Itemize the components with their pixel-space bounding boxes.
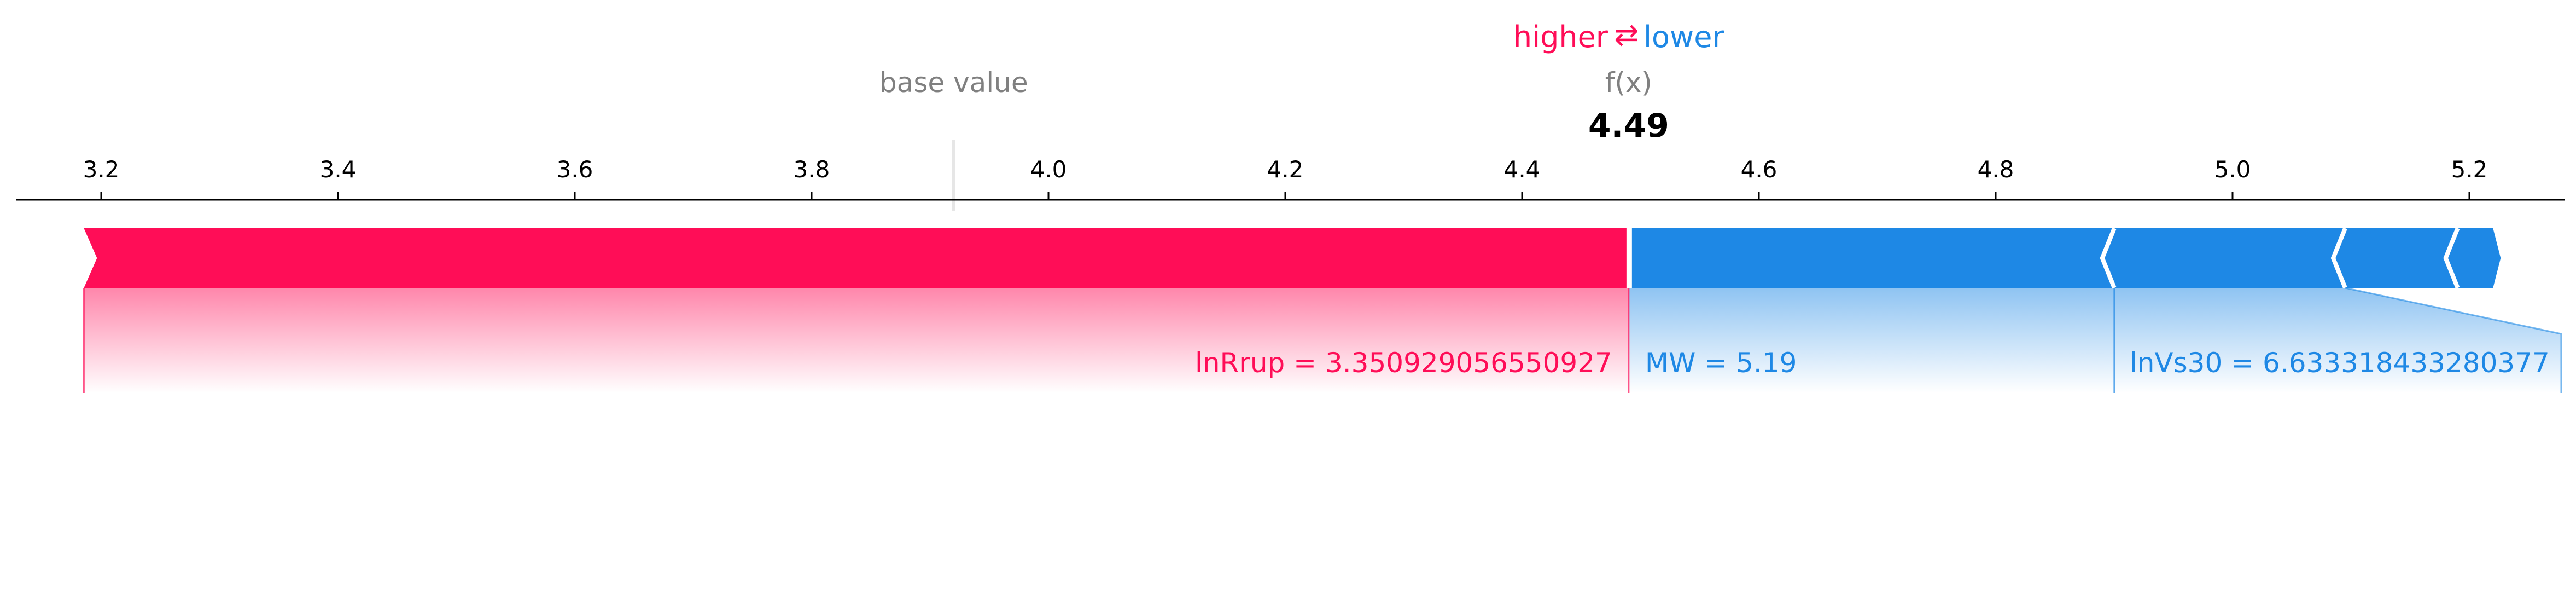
x-tick-label: 4.2 (1267, 156, 1304, 183)
x-tick-label: 4.4 (1504, 156, 1541, 183)
x-tick-label: 3.6 (557, 156, 593, 183)
x-tick-label: 3.8 (794, 156, 830, 183)
negative-feature-bar (2445, 228, 2501, 288)
lower-label: lower (1643, 20, 1724, 54)
positive-feature-shade (84, 288, 1629, 393)
x-tick-label: 5.2 (2451, 156, 2488, 183)
positive-feature-label: lnRrup = 3.350929056550927 (1195, 347, 1612, 379)
higher-label: higher (1513, 20, 1608, 54)
x-tick-label: 4.8 (1978, 156, 2014, 183)
negative-feature-separator (2443, 227, 2460, 289)
negative-feature-label: lnVs30 = 6.633318433280377 (2130, 347, 2550, 379)
negative-feature-bar (2102, 228, 2346, 288)
x-tick-label: 4.6 (1741, 156, 1777, 183)
negative-feature-divider (2345, 287, 2562, 393)
x-tick-label: 3.4 (320, 156, 357, 183)
base-value-label: base value (879, 67, 1028, 99)
negative-feature-label: MW = 5.19 (1645, 347, 1797, 379)
negative-feature-shade (2114, 288, 2561, 393)
negative-feature-bar (1631, 228, 2114, 288)
x-tick-label: 5.0 (2214, 156, 2251, 183)
x-tick-label: 4.0 (1030, 156, 1067, 183)
negative-feature-shade (1628, 288, 2114, 393)
direction-arrow-icon: ⇄ (1614, 18, 1639, 52)
fx-value: 4.49 (1588, 107, 1669, 145)
negative-feature-separator (2330, 227, 2347, 289)
x-tick-label: 3.2 (83, 156, 120, 183)
fx-label: f(x) (1605, 67, 1652, 99)
positive-feature-bar (84, 228, 1629, 288)
negative-feature-separator (2100, 227, 2117, 289)
negative-feature-bar (2333, 228, 2458, 288)
